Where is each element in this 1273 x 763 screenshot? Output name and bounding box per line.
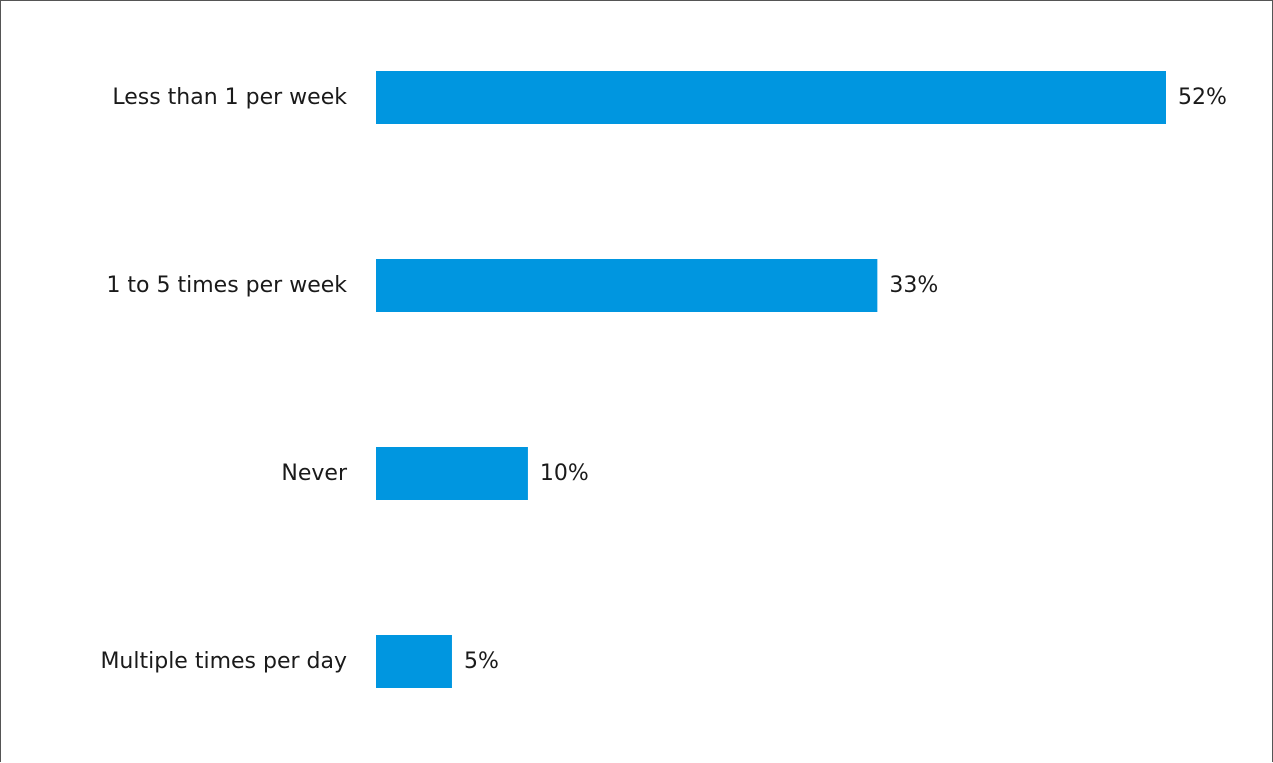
bar-3 [376,635,452,688]
value-label-3: 5% [464,649,499,674]
value-label-2: 10% [540,461,589,486]
category-label-1: 1 to 5 times per week [106,273,347,298]
bar-2 [376,447,528,500]
bar-1 [376,259,878,312]
bar-0 [376,71,1166,124]
value-label-1: 33% [889,273,938,298]
category-label-3: Multiple times per day [100,649,347,674]
value-label-0: 52% [1178,85,1227,110]
category-label-2: Never [281,461,348,486]
category-label-0: Less than 1 per week [112,85,347,110]
